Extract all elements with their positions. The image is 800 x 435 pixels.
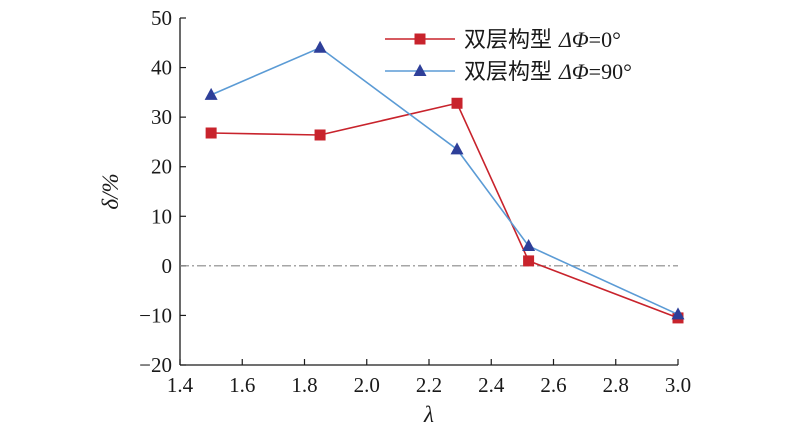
x-tick-label: 2.0: [354, 373, 380, 397]
x-tick-label: 1.6: [229, 373, 255, 397]
x-tick-label: 2.8: [603, 373, 629, 397]
y-tick-label: 10: [151, 204, 172, 228]
legend-marker: [413, 64, 427, 76]
axes: −20 −10 0 10 20 30 40 50 1.4 1.6 1.8 2.0 2.2 2.4 2.6 2.…: [139, 6, 691, 397]
y-tick-label: 0: [162, 254, 173, 278]
x-tick-label: 1.4: [167, 373, 194, 397]
y-tick-label: 50: [151, 6, 172, 30]
legend-label-prefix: 双层构型: [464, 60, 559, 85]
y-tick-label: 30: [151, 105, 172, 129]
data-point: [671, 307, 685, 320]
data-point: [450, 142, 464, 155]
x-tick-label: 2.2: [416, 373, 442, 397]
data-point: [205, 127, 217, 139]
data-point: [313, 40, 327, 53]
x-axis-label: λ: [423, 402, 434, 427]
x-tick-label: 3.0: [665, 373, 691, 397]
series-line: [210, 46, 679, 316]
legend-entry-1: 双层构型 ΔΦ=0°: [385, 27, 621, 53]
series-2: [204, 40, 685, 320]
data-point: [522, 239, 536, 252]
legend-marker: [414, 33, 426, 45]
legend-label-symbol: ΔΦ: [558, 27, 589, 52]
legend-label: 双层构型 ΔΦ=0°: [464, 27, 621, 53]
legend-label-symbol: ΔΦ: [558, 59, 589, 84]
legend-label-suffix: =90°: [589, 59, 632, 84]
y-tick-label: −20: [139, 353, 172, 377]
data-point: [523, 255, 535, 267]
legend-label-suffix: =0°: [589, 27, 621, 52]
legend-label: 双层构型 ΔΦ=90°: [464, 59, 632, 85]
y-tick-label: 40: [151, 56, 172, 80]
series-group: [204, 40, 685, 324]
series-line: [211, 102, 679, 319]
y-tick-label: 20: [151, 155, 172, 179]
y-tick-label: −10: [139, 303, 172, 327]
series-1: [205, 97, 684, 324]
x-tick-label: 1.8: [291, 373, 317, 397]
legend: 双层构型 ΔΦ=0°双层构型 ΔΦ=90°: [385, 27, 632, 85]
data-point: [451, 97, 463, 109]
legend-label-prefix: 双层构型: [464, 28, 559, 53]
x-tick-label: 2.6: [540, 373, 566, 397]
data-point: [314, 129, 326, 141]
data-point: [204, 87, 218, 100]
x-tick-label: 2.4: [478, 373, 505, 397]
legend-entry-2: 双层构型 ΔΦ=90°: [385, 59, 632, 85]
y-axis-label: δ/%: [98, 173, 123, 209]
